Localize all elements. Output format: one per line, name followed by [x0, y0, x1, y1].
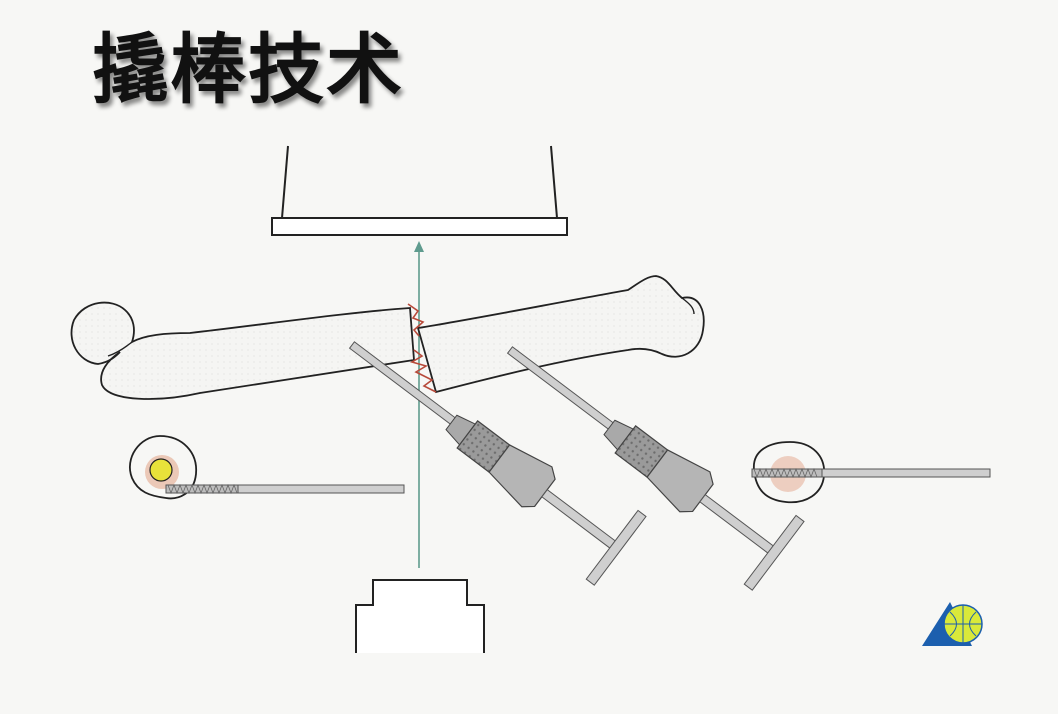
image-intensifier	[271, 145, 568, 236]
x-ray-beam-arrow	[414, 241, 424, 568]
x-ray-source	[355, 579, 485, 653]
proximal-femur-fragment	[70, 301, 415, 400]
left-joystick-schanz-screw	[348, 341, 647, 586]
fracture-line	[407, 303, 437, 393]
distal-cross-section	[751, 441, 991, 504]
slide-title: 撬棒技术	[92, 25, 404, 114]
right-joystick-schanz-screw	[506, 346, 805, 591]
ao-foundation-logo-icon	[922, 602, 983, 646]
distal-femur-fragment	[416, 275, 705, 394]
proximal-cross-section	[129, 435, 405, 500]
